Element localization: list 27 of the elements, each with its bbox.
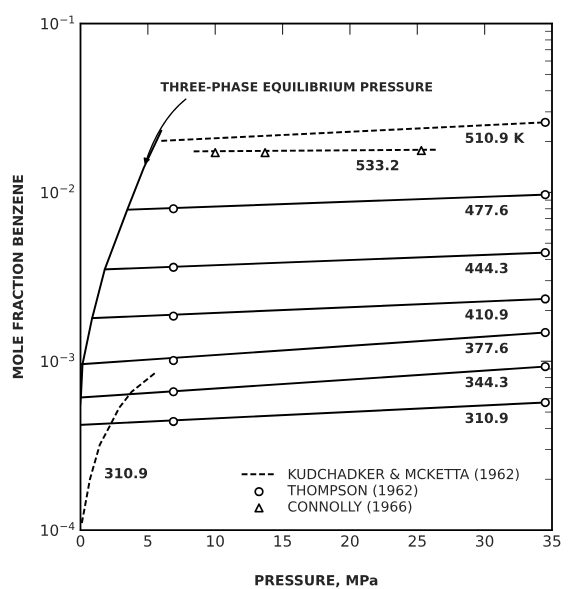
legend-label: KUDCHADKER & MCKETTA (1962) [288,468,519,481]
x-tick-label: 30 [476,535,494,547]
x-tick-label: 25 [408,535,426,547]
series-label: 377.6 [466,342,508,354]
y-tick-label: 10$^{−3}$ [41,353,74,368]
x-tick-label: 0 [76,535,84,547]
x-axis-title: PRESSURE, MPa [255,574,378,588]
y-tick-label: 10$^{−1}$ [41,16,74,30]
series-label: 444.3 [465,262,508,274]
series-label: 477.6 [465,204,508,216]
y-axis-title: MOLE FRACTION BENZENE [12,175,24,378]
y-tick-label: 10$^{−4}$ [41,522,74,536]
x-tick-label: 10 [207,535,224,547]
y-tick-label: 10$^{−2}$ [41,184,74,198]
annotation: 310.9 [105,468,148,478]
x-tick-label: 35 [543,535,560,547]
x-tick-label: 20 [341,535,359,547]
series-label: 344.3 [466,376,508,388]
series-label: 533.2 [356,160,398,170]
series-label: 310.9 [466,412,508,424]
legend-label: THOMPSON (1962) [287,484,418,498]
x-tick-label: 5 [144,535,152,547]
x-tick-label: 15 [274,535,291,547]
series-label: 510.9 K [466,132,525,144]
legend-label: CONNOLLY (1966) [288,500,412,514]
annotation: THREE-PHASE EQUILIBRIUM PRESSURE [160,82,432,94]
series-label: 410.9 [465,309,508,320]
